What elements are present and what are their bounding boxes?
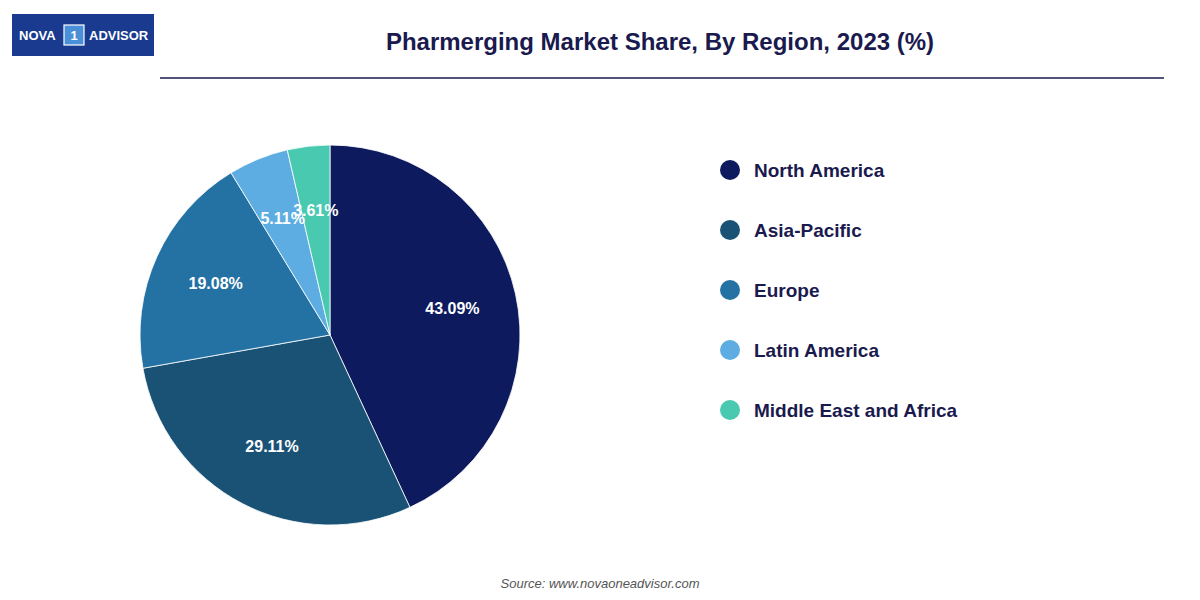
data-label: 43.09% [425,299,479,316]
title-rule [160,77,1164,79]
logo-text: ADVISOR [89,28,149,43]
legend-swatch [720,280,740,300]
chart: Pharmerging Market Share, By Region, 202… [0,0,1200,600]
data-label: 19.08% [189,275,243,292]
legend-label: Europe [754,280,819,301]
legend: North America Asia-Pacific Europe Latin Ame… [720,160,957,421]
legend-label: Middle East and Africa [754,400,957,421]
logo-text: 1 [70,28,77,43]
data-labels: 43.09%29.11%19.08%5.11%3.61% [189,202,480,455]
logo: NOVA 1 ADVISOR [12,14,154,56]
data-label: 3.61% [293,202,338,219]
legend-swatch [720,220,740,240]
slice [143,335,410,525]
legend-label: Asia-Pacific [754,220,862,241]
legend-swatch [720,340,740,360]
legend-swatch [720,160,740,180]
legend-swatch [720,400,740,420]
logo-box [64,25,84,45]
pie [140,145,520,525]
title: Pharmerging Market Share, By Region, 202… [386,28,934,55]
logo-background [12,14,154,56]
logo-text: NOVA [19,28,56,43]
data-label: 29.11% [245,438,298,455]
legend-label: Latin America [754,340,879,361]
legend-label: North America [754,160,885,181]
source: Source: www.novaoneadvisor.com [501,576,700,591]
slice [287,145,330,335]
